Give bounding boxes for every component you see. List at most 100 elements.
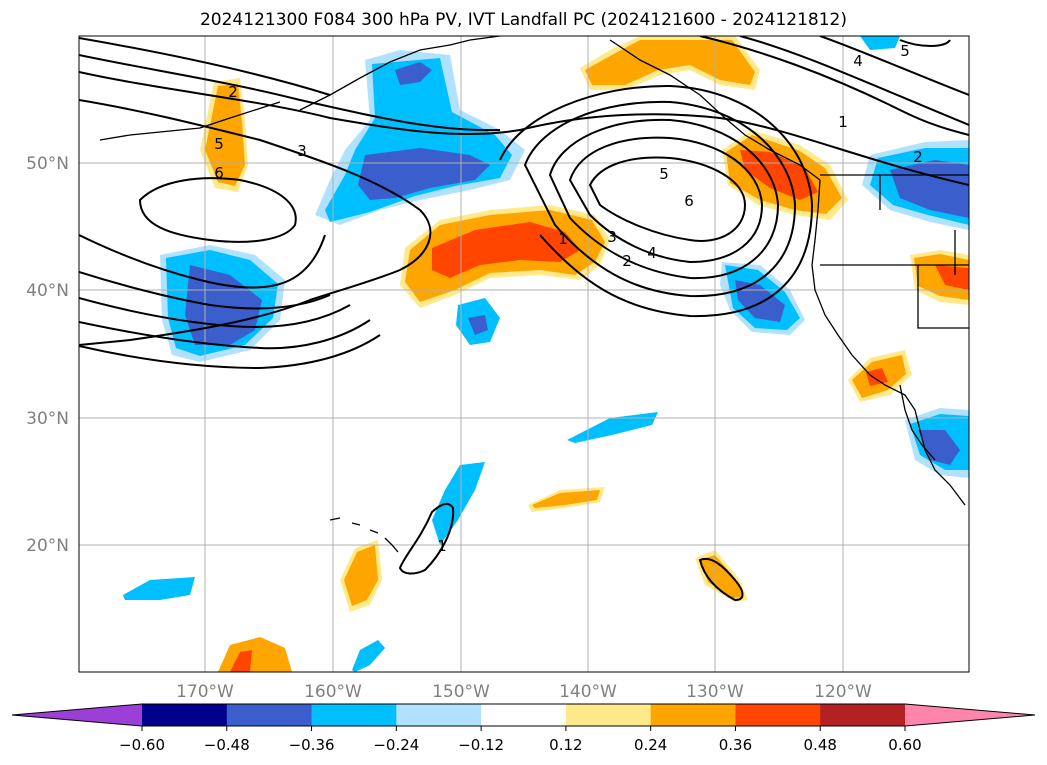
colorbar-tick-label: 0.36	[719, 736, 752, 754]
neg-region-strip-a	[567, 412, 658, 443]
colorbar-tick-label: 0.48	[804, 736, 837, 754]
neg-region-strip-c	[123, 577, 195, 600]
colorbar-tick-label: −0.24	[373, 736, 419, 754]
contour-label: 1	[558, 230, 568, 248]
contour-line	[79, 37, 331, 96]
colorbar-segment	[735, 704, 821, 726]
contour-label: 6	[684, 192, 694, 210]
lon-label: 140°W	[559, 682, 617, 702]
lat-label: 30°N	[26, 409, 69, 429]
baja-coastline	[899, 384, 936, 461]
neg-region-strip-b	[432, 462, 485, 545]
pos-region-south-a-mid	[532, 490, 600, 508]
map-plot-area: 2 5 6 3 1 5 6 4 3 2 1 4 5 1 2	[79, 36, 969, 672]
lat-label: 50°N	[26, 154, 69, 174]
hawaii-islands	[329, 517, 399, 553]
contour-label: 4	[853, 52, 863, 70]
north-america-coastline	[811, 179, 966, 506]
contour-line	[79, 271, 331, 310]
neg-region-alaska-coast	[395, 62, 432, 85]
colorbar-segment	[650, 704, 736, 726]
contour-label: 3	[297, 142, 307, 160]
contour-line	[568, 136, 764, 264]
contour-line	[79, 319, 371, 350]
colorbar-tick-label: 0.60	[888, 736, 921, 754]
aleutian-islands	[99, 101, 281, 141]
colorbar-extend-min	[12, 704, 142, 726]
pv-contours	[79, 36, 969, 602]
lon-label: 130°W	[686, 682, 744, 702]
contour-label: 5	[659, 165, 669, 183]
contour-line	[698, 557, 744, 602]
neg-region-top-right	[860, 36, 900, 50]
colorbar-tick-label: −0.60	[119, 736, 165, 754]
pos-region-south-c-mid	[700, 555, 743, 598]
neg-region-central-small-dark	[468, 315, 488, 335]
colorbar-tick-label: −0.48	[204, 736, 250, 754]
pos-region-east-edge-dark	[935, 265, 969, 290]
colorbar-tick-label: −0.12	[458, 736, 504, 754]
neg-region-west-pacific-dark	[185, 265, 262, 345]
contour-line	[79, 54, 501, 132]
contour-label: 6	[214, 164, 224, 182]
contour-label: 5	[214, 135, 224, 153]
contour-line	[499, 84, 814, 318]
colorbar-tick-label: 0.24	[634, 736, 667, 754]
colorbar-segment	[481, 704, 567, 726]
colorbar-segment	[820, 704, 906, 726]
lon-labels: 170°W 160°W 150°W 140°W 130°W 120°W	[176, 682, 872, 702]
colorbar-segment	[565, 704, 652, 726]
contour-label: 2	[913, 148, 923, 166]
anomaly-fills	[123, 36, 969, 672]
colorbar-extend-max	[905, 704, 1035, 726]
pos-region-socal-dark	[866, 368, 888, 386]
pos-region-central-dark	[432, 222, 580, 278]
pos-region-west-mid	[205, 84, 245, 186]
colorbar-tick-label: 0.12	[549, 736, 582, 754]
contour-label: 2	[622, 252, 632, 270]
neg-region-strip-d	[352, 640, 385, 672]
colorbar-segment	[226, 704, 313, 726]
lat-label: 20°N	[26, 536, 69, 556]
pos-region-south-d	[218, 637, 292, 672]
pos-region-south-b-mid	[344, 545, 378, 606]
contour-line	[79, 334, 381, 370]
map-frame	[78, 35, 970, 673]
lon-label: 120°W	[814, 682, 872, 702]
contour-label-group: 2 5 6 3 1 5 6 4 3 2 1 4 5 1 2	[214, 42, 923, 555]
contour-label: 5	[900, 42, 910, 60]
contour-line	[79, 297, 351, 329]
contour-line	[79, 71, 969, 186]
colorbar-segment	[396, 704, 482, 726]
contour-label: 1	[838, 113, 848, 131]
pos-region-alaska-mid	[585, 40, 755, 85]
contour-line	[899, 39, 951, 47]
lon-label: 170°W	[176, 682, 234, 702]
map-title: 2024121300 F084 300 hPa PV, IVT Landfall…	[199, 10, 847, 30]
contour-line	[79, 234, 326, 289]
map-gridlines	[79, 36, 969, 672]
colorbar-segment	[311, 704, 397, 726]
contour-label: 4	[647, 244, 657, 262]
lat-label: 40°N	[26, 281, 69, 301]
colorbar-tick-label: −0.36	[289, 736, 335, 754]
contour-line	[548, 118, 780, 280]
contour-label: 3	[607, 228, 617, 246]
contour-line	[819, 36, 969, 96]
colorbar: −0.60 −0.48 −0.36 −0.24 −0.12 0.12 0.24 0.36 0.4…	[11, 703, 1036, 754]
contour-label: 2	[228, 83, 238, 101]
lat-labels: 50°N 40°N 30°N 20°N	[26, 154, 69, 556]
lon-label: 150°W	[432, 682, 490, 702]
pos-region-south-d-dark	[230, 650, 252, 672]
political-borders	[820, 174, 969, 329]
lon-label: 160°W	[304, 682, 362, 702]
contour-line	[588, 156, 747, 242]
colorbar-segment	[142, 704, 228, 726]
contour-line	[398, 502, 455, 575]
contour-line	[739, 36, 969, 126]
contour-line	[699, 36, 969, 136]
neg-region-gulf-alaska-dark	[358, 148, 490, 200]
contour-line	[79, 99, 432, 346]
contour-line	[523, 100, 797, 298]
